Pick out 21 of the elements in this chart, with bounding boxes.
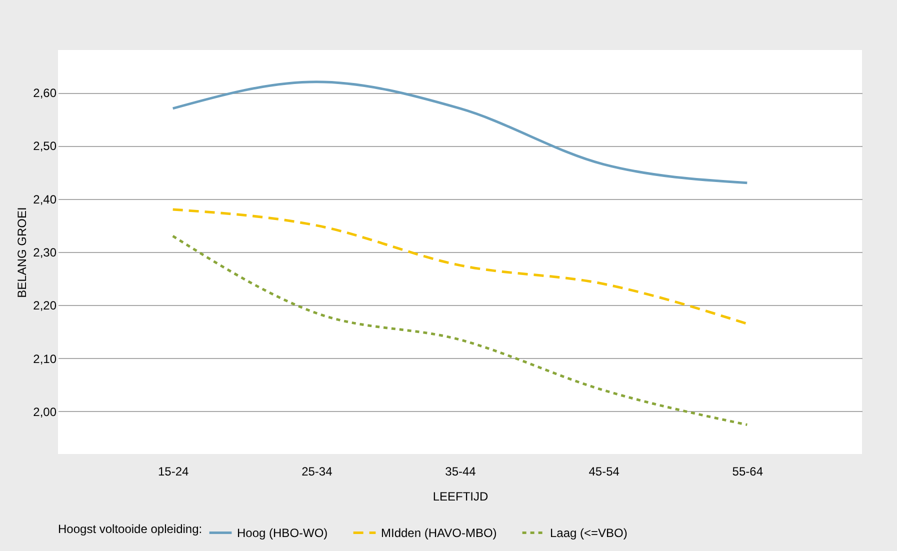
y-tick-label: 2,60 (33, 86, 57, 100)
legend-title: Hoogst voltooide opleiding: (58, 522, 202, 536)
legend-label: Hoog (HBO-WO) (237, 526, 328, 540)
y-tick-label: 2,00 (33, 404, 57, 419)
x-tick-label: 55-64 (732, 464, 764, 478)
y-tick-label: 2,50 (33, 139, 57, 154)
x-axis-title: LEEFTIJD (432, 490, 489, 504)
x-tick-label: 15-24 (158, 464, 190, 478)
line-series (172, 234, 748, 426)
x-tick-label: 35-44 (445, 464, 476, 478)
legend-label: Laag (<=VBO) (550, 526, 628, 540)
legend-label: MIdden (HAVO-MBO) (381, 526, 497, 540)
x-tick-label: 45-54 (588, 464, 620, 478)
y-tick-label: 2,30 (33, 246, 57, 260)
y-tick-label: 2,10 (33, 352, 57, 366)
x-tick-label: 25-34 (302, 464, 333, 478)
y-tick-label: 2,20 (33, 298, 57, 313)
line-series (172, 208, 748, 326)
line-series (172, 80, 748, 184)
y-axis-title: BELANG GROEI (15, 207, 30, 298)
y-tick-label: 2,40 (33, 192, 57, 206)
